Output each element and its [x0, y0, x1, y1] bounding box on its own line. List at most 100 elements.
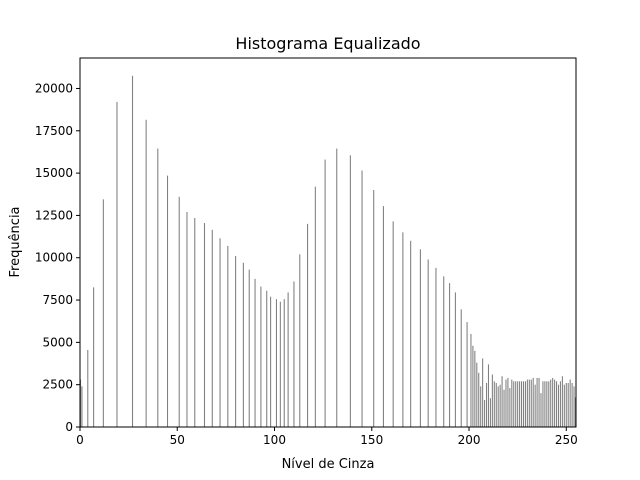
- histogram-bar: [526, 379, 528, 427]
- histogram-bar: [532, 377, 534, 427]
- histogram-bar: [392, 221, 394, 427]
- histogram-bar: [449, 283, 451, 427]
- histogram-bar: [524, 381, 526, 427]
- y-tick-label: 17500: [35, 124, 73, 138]
- histogram-bar: [178, 196, 180, 427]
- histogram-bar: [235, 256, 237, 427]
- histogram-bar: [361, 170, 363, 427]
- histogram-bar: [530, 379, 532, 427]
- histogram-bar: [287, 292, 289, 427]
- histogram-bar: [563, 384, 565, 427]
- histogram-bar: [242, 262, 244, 427]
- x-axis: 0 50 100 150 200 250: [76, 427, 578, 447]
- histogram-bar: [472, 345, 474, 427]
- histogram-bar: [227, 245, 229, 427]
- histogram-bar: [536, 377, 538, 427]
- histogram-bar: [474, 350, 476, 427]
- histogram-bar: [427, 259, 429, 427]
- histogram-bar: [569, 379, 571, 427]
- y-tick-label: 15000: [35, 166, 73, 180]
- histogram-bar: [203, 223, 206, 427]
- histogram-bar: [476, 362, 478, 427]
- histogram-bar: [482, 358, 484, 427]
- histogram-bar: [493, 381, 495, 427]
- histogram-bar: [501, 376, 503, 427]
- histogram-bar: [528, 379, 530, 427]
- histogram-bar: [503, 389, 505, 427]
- histogram-bars: [80, 75, 576, 428]
- x-tick-label: 50: [170, 433, 185, 447]
- histogram-bar: [145, 119, 147, 427]
- y-tick-label: 5000: [42, 335, 73, 349]
- histogram-bar: [534, 384, 536, 427]
- y-tick-label: 7500: [42, 293, 73, 307]
- y-tick-label: 2500: [42, 378, 73, 392]
- histogram-bar: [349, 155, 351, 427]
- histogram-bar: [489, 398, 491, 427]
- histogram-bar: [552, 377, 554, 427]
- histogram-bar: [466, 322, 468, 427]
- histogram-bar: [480, 386, 482, 427]
- histogram-bar: [435, 267, 437, 427]
- histogram-bar: [478, 372, 480, 427]
- histogram-bar: [540, 393, 542, 427]
- histogram-bar: [521, 381, 523, 427]
- y-tick-label: 10000: [35, 251, 73, 265]
- histogram-bar: [373, 190, 375, 427]
- histogram-bar: [260, 286, 262, 427]
- x-tick-label: 0: [76, 433, 84, 447]
- y-tick-label: 0: [65, 420, 73, 434]
- histogram-bar: [131, 75, 134, 428]
- histogram-bar: [513, 381, 515, 427]
- histogram-bar: [515, 381, 517, 427]
- x-tick-label: 250: [555, 433, 578, 447]
- x-axis-label: Nível de Cinza: [282, 457, 375, 472]
- histogram-bar: [548, 381, 550, 427]
- histogram-bar: [402, 232, 404, 427]
- histogram-bar: [81, 386, 83, 427]
- y-tick-label: 12500: [35, 208, 73, 222]
- histogram-bar: [546, 381, 548, 427]
- x-tick-label: 200: [458, 433, 481, 447]
- histogram-bar: [410, 240, 412, 427]
- histogram-bar: [93, 287, 95, 427]
- histogram-bar: [557, 384, 560, 427]
- histogram-bar: [102, 199, 104, 427]
- chart-title: Histograma Equalizado: [235, 34, 420, 53]
- histogram-bar: [556, 381, 558, 427]
- histogram-bar: [505, 379, 507, 427]
- histogram-bar: [544, 381, 546, 427]
- y-axis-label: Frequência: [8, 206, 23, 277]
- histogram-bar: [157, 148, 159, 427]
- histogram-bar: [382, 206, 384, 427]
- histogram-bar: [511, 379, 513, 427]
- histogram-bar: [538, 377, 540, 427]
- histogram-bar: [254, 278, 256, 427]
- histogram-bar: [499, 384, 501, 427]
- histogram-bar: [80, 379, 82, 427]
- histogram-bar: [314, 186, 316, 427]
- histogram-bar: [509, 388, 511, 427]
- histogram-bar: [443, 276, 445, 427]
- histogram-bar: [507, 377, 509, 427]
- histogram-bar: [565, 382, 567, 427]
- histogram-bar: [561, 376, 563, 427]
- histogram-bar: [279, 301, 281, 427]
- histogram-bar: [484, 399, 486, 427]
- histogram-bar: [293, 281, 295, 427]
- histogram-bar: [186, 212, 188, 427]
- histogram-bar: [324, 159, 326, 427]
- histogram-bar: [554, 379, 556, 427]
- histogram-bar: [491, 374, 493, 427]
- histogram-bar: [519, 381, 521, 427]
- histogram-bar: [219, 238, 221, 427]
- histogram-bar: [307, 223, 309, 427]
- histogram-bar: [573, 386, 575, 427]
- x-tick-label: 100: [263, 433, 286, 447]
- histogram-bar: [454, 292, 456, 427]
- histogram-bar: [517, 381, 519, 427]
- histogram-bar: [470, 333, 472, 427]
- histogram-bar: [571, 382, 573, 427]
